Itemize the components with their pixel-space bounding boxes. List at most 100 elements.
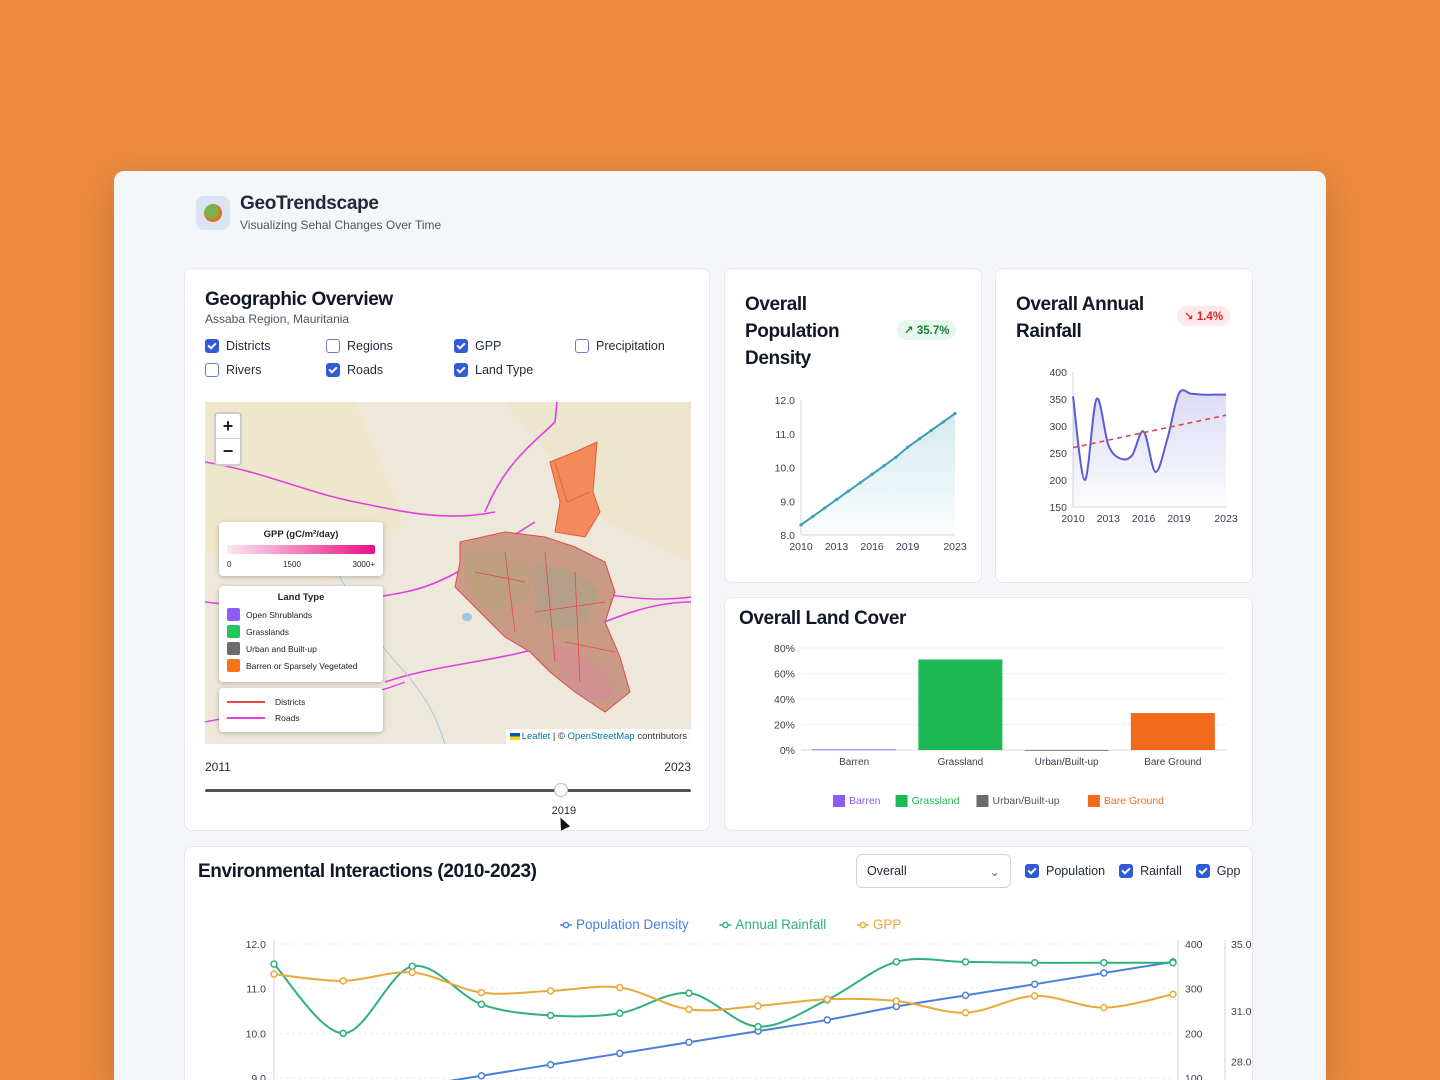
y-tick-label: 80% [774, 643, 795, 655]
series-toggle-gpp[interactable]: Gpp [1195, 864, 1240, 878]
data-point [1030, 980, 1039, 988]
series-toggle-rainfall[interactable]: Rainfall [1119, 864, 1182, 878]
layer-toggle-precipitation[interactable]: Precipitation [575, 339, 695, 353]
environmental-interactions-card: Environmental Interactions (2010-2023) O… [184, 846, 1253, 1080]
osm-link[interactable]: OpenStreetMap [567, 731, 635, 742]
app-header: GeoTrendscape Visualizing Sehal Changes … [196, 193, 441, 232]
app-subtitle: Visualizing Sehal Changes Over Time [240, 218, 442, 232]
land-cover-card: Overall Land Cover 80% 60% 40% 20% 0% Barren G… [724, 597, 1253, 831]
slider-max-label: 2023 [664, 760, 691, 774]
layer-toggle-label: Districts [226, 339, 271, 353]
checkbox-icon[interactable] [205, 339, 219, 353]
land-type-label: Barren or Sparsely Vegetated [246, 660, 358, 671]
checkbox-icon[interactable] [454, 363, 468, 377]
data-point [685, 1038, 693, 1047]
data-point [616, 983, 624, 992]
trend-up-icon: ↗ [904, 325, 917, 337]
series-line [800, 412, 956, 526]
checkbox-icon[interactable] [575, 339, 589, 353]
data-point [953, 411, 957, 416]
layer-toggle-land-type[interactable]: Land Type [454, 363, 575, 377]
layer-toggle-rivers[interactable]: Rivers [205, 363, 326, 377]
layer-toggle-districts[interactable]: Districts [205, 339, 326, 353]
y-tick-label: 10.0 [775, 463, 796, 475]
population-title: Overall Population Density [745, 294, 840, 369]
y-tick-label: 300 [1049, 421, 1067, 433]
gpp-ticks: 0 1500 3000+ [227, 560, 375, 569]
checkbox-icon[interactable] [326, 363, 340, 377]
data-point [961, 1008, 970, 1017]
data-point [1100, 969, 1108, 977]
series-line [1072, 389, 1226, 482]
legend-swatch [1087, 795, 1100, 807]
legend-label: Barren [849, 795, 881, 807]
layer-toggle-label: Land Type [475, 363, 534, 377]
series-toggle-population[interactable]: Population [1025, 864, 1105, 878]
data-point [846, 489, 850, 493]
data-point [477, 988, 486, 997]
checkbox-icon[interactable] [454, 339, 468, 353]
left-tick-label: 12.0 [246, 939, 267, 951]
left-tick-label: 9.0 [251, 1073, 266, 1080]
land-cover-chart: 80% 60% 40% 20% 0% Barren Grassland Urban/Built… [774, 643, 1226, 807]
legend-label: Population Density [576, 917, 689, 932]
line-legend-item: Roads [227, 710, 375, 726]
checkbox-icon[interactable] [1119, 864, 1134, 878]
geo-title: Geographic Overview [205, 289, 393, 310]
data-point [685, 989, 693, 997]
land-type-swatch [227, 659, 240, 672]
layer-toggle-label: Rivers [226, 363, 262, 377]
year-slider-thumb[interactable] [553, 783, 568, 797]
app-title: GeoTrendscape [240, 193, 379, 214]
data-point [906, 445, 910, 449]
y-tick-label: 40% [774, 694, 795, 706]
y-tick-label: 150 [1049, 502, 1067, 514]
layer-toggle-regions[interactable]: Regions [326, 339, 454, 353]
rainfall-title: Overall Annual Rainfall [1016, 294, 1144, 342]
data-point [1100, 959, 1108, 967]
layer-toggle-roads[interactable]: Roads [326, 363, 454, 377]
bar-urban-built-up [1024, 750, 1109, 751]
legend-marker [859, 921, 867, 929]
data-point [823, 506, 827, 510]
checkbox-icon[interactable] [205, 363, 219, 377]
checkbox-icon[interactable] [326, 339, 340, 353]
trend-line [1072, 414, 1227, 449]
data-point [811, 514, 815, 519]
data-point [754, 1022, 762, 1031]
x-tick-label: Barren [839, 757, 869, 768]
checkbox-icon[interactable] [1195, 864, 1210, 878]
right2-tick-label: 28.0 [1231, 1056, 1252, 1068]
right-tick-label: 400 [1185, 939, 1203, 951]
series-area [801, 413, 955, 535]
checkbox-icon[interactable] [1025, 864, 1039, 878]
gpp-legend: GPP (gC/m²/day) 0 1500 3000+ [219, 522, 383, 576]
env-title: Environmental Interactions (2010-2023) [198, 861, 537, 882]
year-slider-labels: 2011 2023 [205, 760, 691, 774]
data-point [892, 997, 901, 1005]
x-tick-label: Bare Ground [1144, 757, 1201, 768]
layer-toggle-gpp[interactable]: GPP [454, 339, 575, 353]
y-tick-label: 20% [774, 720, 795, 732]
zoom-in-button[interactable]: + [216, 414, 240, 439]
data-point [1169, 990, 1177, 998]
line-swatch [227, 717, 265, 719]
y-tick-label: 12.0 [775, 395, 796, 407]
logo [196, 195, 230, 230]
leaflet-link[interactable]: Leaflet [521, 731, 551, 742]
year-slider[interactable] [205, 783, 691, 797]
geographic-overview-card: Geographic Overview Assaba Region, Mauri… [184, 268, 710, 831]
series-toggle-label: Rainfall [1140, 864, 1182, 878]
region-select[interactable]: Overall ⌄ [856, 854, 1011, 888]
x-tick-label: 2010 [1061, 513, 1085, 525]
rainfall-change-badge: ↘ 1.4% [1177, 306, 1231, 326]
mouse-cursor-icon [555, 815, 570, 831]
data-point [1030, 992, 1039, 1000]
data-point [917, 437, 922, 441]
zoom-out-button[interactable]: − [222, 441, 234, 461]
land-type-swatch [227, 625, 240, 638]
map[interactable]: + − GPP (gC/m²/day) 0 1500 3000+ Land Type… [205, 402, 691, 744]
data-point [961, 991, 970, 1000]
series-toggle-label: Population [1046, 864, 1106, 878]
